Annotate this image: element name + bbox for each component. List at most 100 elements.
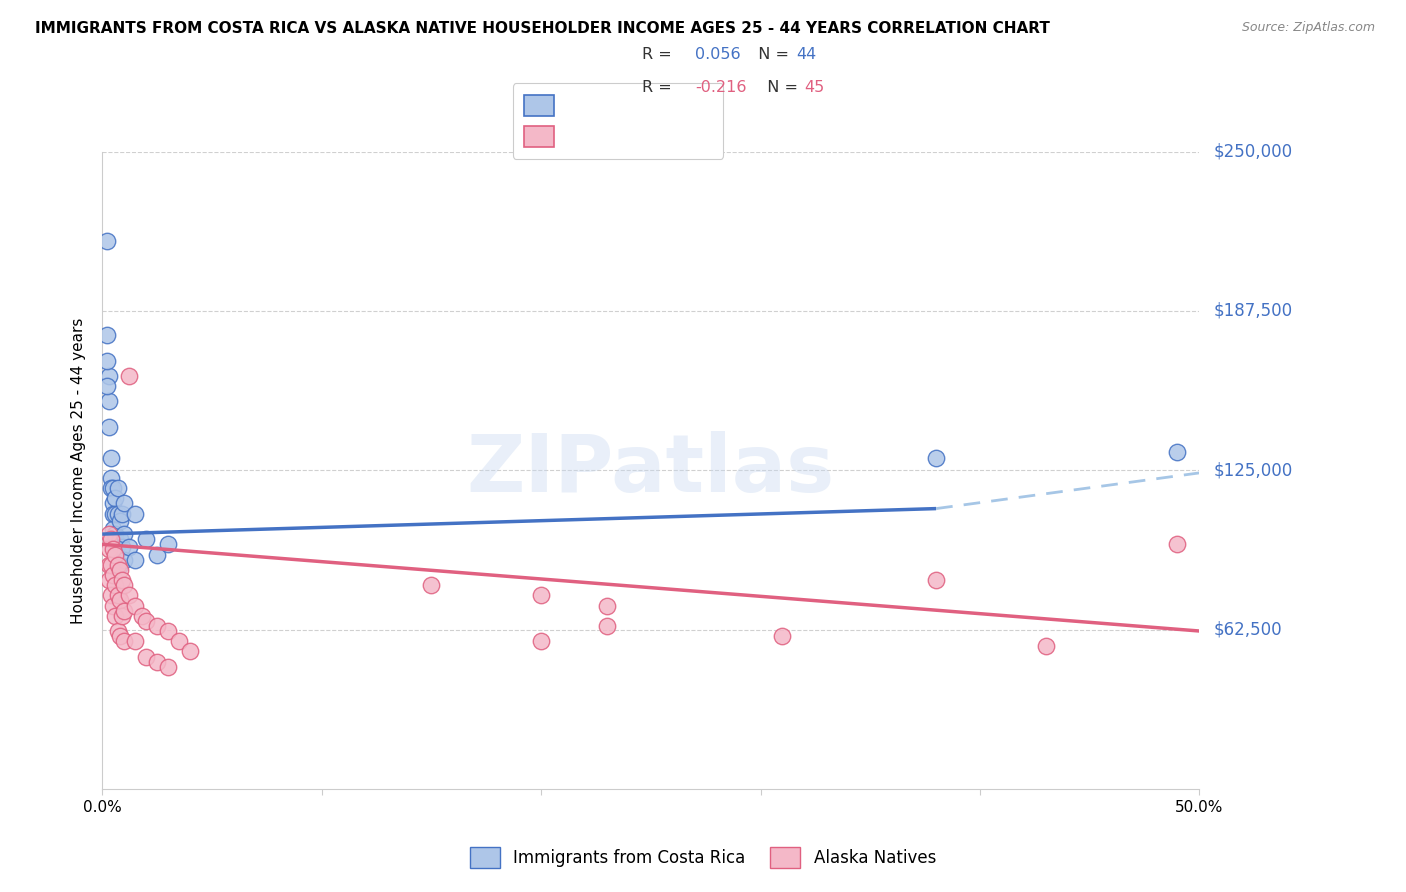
- Point: [100, 471, 122, 485]
- Legend: Immigrants from Costa Rica, Alaska Natives: Immigrants from Costa Rica, Alaska Nativ…: [461, 838, 945, 877]
- Point: [103, 599, 125, 613]
- Point: [108, 593, 131, 607]
- Point: [131, 608, 153, 623]
- Point: [530, 588, 553, 602]
- Point: [157, 659, 180, 673]
- Point: [112, 496, 135, 510]
- Point: [108, 629, 131, 643]
- Point: [107, 537, 129, 551]
- Point: [103, 568, 125, 582]
- Text: R =: R =: [641, 46, 676, 62]
- Point: [104, 542, 127, 557]
- Point: [107, 558, 129, 572]
- Text: Source: ZipAtlas.com: Source: ZipAtlas.com: [1241, 21, 1375, 34]
- Text: 44: 44: [796, 46, 817, 62]
- Point: [925, 573, 948, 587]
- Point: [104, 548, 127, 562]
- Point: [124, 599, 146, 613]
- Point: [596, 619, 619, 633]
- Point: [97, 368, 120, 383]
- Point: [100, 588, 122, 602]
- Point: [925, 450, 948, 465]
- Point: [1035, 640, 1057, 654]
- Text: 45: 45: [804, 79, 825, 95]
- Text: R =: R =: [641, 79, 676, 95]
- Point: [103, 542, 125, 557]
- Point: [96, 328, 118, 343]
- Point: [124, 552, 146, 566]
- Text: $62,500: $62,500: [1213, 621, 1282, 639]
- Point: [104, 491, 127, 506]
- Point: [530, 634, 553, 648]
- Point: [111, 608, 134, 623]
- Point: [157, 624, 180, 638]
- Point: [117, 588, 139, 602]
- Point: [112, 552, 135, 566]
- Legend:                             ,                             : ,: [513, 83, 723, 159]
- Point: [112, 634, 135, 648]
- Point: [100, 450, 122, 465]
- Point: [107, 624, 129, 638]
- Point: [146, 619, 169, 633]
- Point: [104, 527, 127, 541]
- Point: [100, 481, 122, 495]
- Point: [97, 542, 120, 557]
- Point: [103, 537, 125, 551]
- Text: $250,000: $250,000: [1213, 143, 1292, 161]
- Point: [117, 368, 139, 383]
- Point: [112, 527, 135, 541]
- Point: [96, 379, 118, 393]
- Point: [97, 573, 120, 587]
- Point: [135, 532, 157, 546]
- Point: [103, 481, 125, 495]
- Point: [1166, 445, 1188, 459]
- Point: [100, 558, 122, 572]
- Point: [103, 496, 125, 510]
- Point: [111, 573, 134, 587]
- Point: [108, 558, 131, 572]
- Point: [146, 655, 169, 669]
- Point: [97, 394, 120, 409]
- Point: [104, 608, 127, 623]
- Point: [112, 604, 135, 618]
- Point: [146, 548, 169, 562]
- Point: [135, 649, 157, 664]
- Point: [135, 614, 157, 628]
- Point: [103, 507, 125, 521]
- Point: [100, 532, 122, 546]
- Text: $187,500: $187,500: [1213, 301, 1292, 320]
- Point: [103, 522, 125, 536]
- Text: $125,000: $125,000: [1213, 461, 1292, 479]
- Point: [124, 507, 146, 521]
- Point: [104, 578, 127, 592]
- Point: [97, 558, 120, 572]
- Point: [772, 629, 794, 643]
- Point: [111, 540, 134, 554]
- Point: [124, 634, 146, 648]
- Text: 0.056: 0.056: [695, 46, 741, 62]
- Point: [107, 507, 129, 521]
- Point: [117, 540, 139, 554]
- Point: [1166, 537, 1188, 551]
- Point: [167, 634, 190, 648]
- Point: [112, 578, 135, 592]
- Point: [104, 507, 127, 521]
- Point: [420, 578, 443, 592]
- Point: [97, 420, 120, 434]
- Point: [97, 527, 120, 541]
- Text: N =: N =: [748, 46, 794, 62]
- Point: [111, 507, 134, 521]
- Point: [157, 537, 180, 551]
- Point: [596, 599, 619, 613]
- Point: [96, 353, 118, 368]
- Point: [107, 481, 129, 495]
- Point: [96, 234, 118, 248]
- Text: ZIPatlas: ZIPatlas: [467, 432, 835, 509]
- Text: IMMIGRANTS FROM COSTA RICA VS ALASKA NATIVE HOUSEHOLDER INCOME AGES 25 - 44 YEAR: IMMIGRANTS FROM COSTA RICA VS ALASKA NAT…: [35, 21, 1050, 36]
- Y-axis label: Householder Income Ages 25 - 44 years: Householder Income Ages 25 - 44 years: [72, 318, 86, 624]
- Point: [108, 563, 131, 577]
- Point: [108, 532, 131, 546]
- Point: [107, 588, 129, 602]
- Text: -0.216: -0.216: [695, 79, 747, 95]
- Point: [108, 514, 131, 528]
